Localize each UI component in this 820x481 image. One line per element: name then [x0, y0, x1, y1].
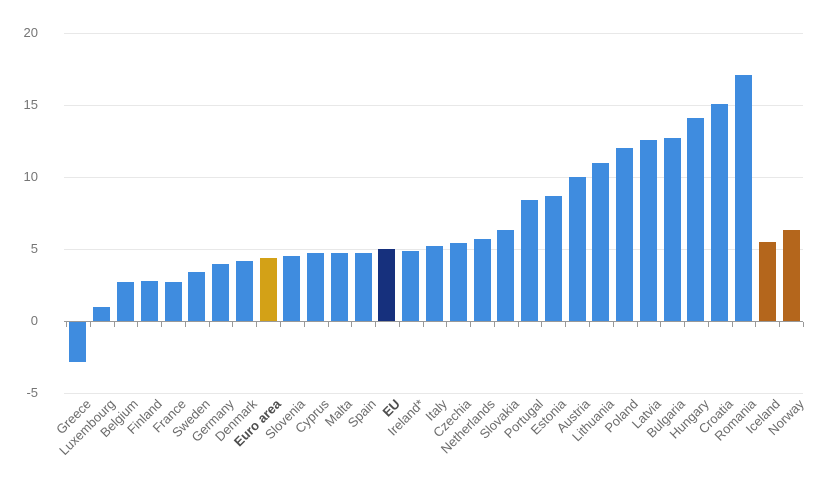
- y-tick-label: 5: [30, 241, 38, 256]
- bar-sweden: [188, 272, 206, 321]
- x-axis-tick: [684, 322, 685, 327]
- grid-line: [64, 393, 803, 394]
- x-axis-tick: [779, 322, 781, 327]
- x-axis-tick: [375, 322, 376, 327]
- bar-romania: [734, 75, 752, 321]
- bar-norway: [782, 230, 800, 321]
- y-tick-label: 10: [23, 169, 38, 184]
- bar-germany: [212, 263, 229, 321]
- x-axis-tick: [565, 322, 567, 327]
- bar-eu: [378, 249, 396, 321]
- x-axis-tick: [398, 322, 400, 327]
- x-axis-tick: [517, 322, 519, 327]
- x-axis-tick: [731, 322, 733, 327]
- bar-croatia: [711, 103, 729, 321]
- x-axis-tick: [303, 322, 305, 327]
- bar-spain: [354, 253, 372, 321]
- x-axis-tick: [470, 322, 472, 327]
- x-axis-tick: [113, 322, 115, 327]
- x-axis-tick: [446, 322, 448, 327]
- grid-line: [64, 177, 803, 178]
- x-axis-tick: [184, 322, 186, 327]
- bar-latvia: [639, 139, 657, 321]
- grid-line: [64, 105, 803, 106]
- bar-portugal: [521, 200, 538, 321]
- bar-luxembourg: [93, 306, 111, 321]
- bar-iceland: [758, 241, 776, 321]
- x-axis-tick: [802, 322, 804, 327]
- x-axis-tick: [89, 322, 91, 327]
- x-axis-tick: [493, 322, 495, 327]
- x-axis-tick: [66, 322, 67, 327]
- bar-malta: [330, 253, 348, 321]
- bar-estonia: [544, 195, 562, 321]
- y-tick-label: 20: [23, 25, 38, 40]
- bar-euro-area: [259, 257, 277, 321]
- x-axis-tick: [588, 322, 590, 327]
- grid-line: [64, 33, 803, 34]
- bar-france: [164, 282, 182, 321]
- x-axis-tick: [137, 322, 139, 327]
- bar-slovakia: [497, 230, 515, 321]
- x-axis-tick: [612, 322, 614, 327]
- bar-poland: [616, 148, 634, 321]
- x-axis-tick: [208, 322, 210, 327]
- x-axis-tick: [636, 322, 638, 327]
- x-axis-tick: [755, 322, 757, 327]
- x-axis-tick: [422, 322, 424, 327]
- x-axis-tick: [707, 322, 709, 327]
- y-tick-label: 15: [23, 97, 38, 112]
- bar-austria: [568, 177, 586, 321]
- x-axis-tick: [161, 322, 163, 327]
- bar-cyprus: [307, 253, 325, 321]
- bar-bulgaria: [663, 138, 681, 321]
- bar-denmark: [235, 260, 253, 321]
- x-axis-line: [64, 321, 803, 322]
- bar-netherlands: [473, 239, 491, 321]
- y-tick-label: 0: [30, 313, 38, 328]
- bar-czechia: [449, 243, 467, 321]
- bar-ireland: [402, 250, 420, 321]
- x-axis-tick: [541, 322, 543, 327]
- bar-belgium: [116, 282, 134, 321]
- bar-lithuania: [592, 162, 610, 321]
- x-axis-tick: [232, 322, 234, 327]
- bar-greece: [69, 322, 87, 363]
- y-tick-label: -5: [26, 385, 38, 400]
- bar-hungary: [687, 118, 705, 321]
- x-axis-tick: [279, 322, 281, 327]
- bar-slovenia: [283, 256, 301, 321]
- x-axis-tick: [351, 322, 353, 327]
- x-axis-tick: [660, 322, 662, 327]
- x-axis-tick: [256, 322, 258, 327]
- bar-italy: [425, 246, 443, 321]
- bar-finland: [140, 280, 158, 321]
- x-axis-tick: [327, 322, 329, 327]
